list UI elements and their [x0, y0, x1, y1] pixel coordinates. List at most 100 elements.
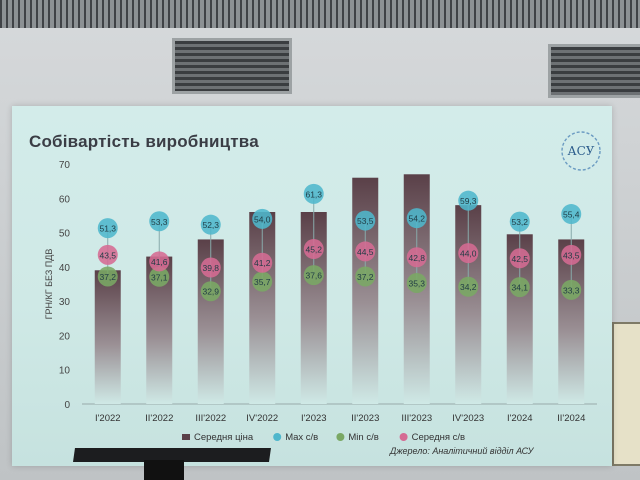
- data-label: 34,2: [460, 282, 477, 292]
- logo-text: АСУ: [567, 144, 595, 158]
- dot-середня-с-в: [303, 239, 324, 260]
- x-tick-label: II'2023: [351, 413, 379, 424]
- data-label: 37,2: [99, 272, 116, 282]
- legend-marker: [273, 433, 282, 441]
- dot-min-с-в: [406, 272, 427, 293]
- data-label: 44,0: [460, 249, 477, 259]
- dot-середня-с-в: [200, 257, 221, 278]
- lectern-stand: [144, 460, 184, 480]
- data-label: 45,2: [305, 245, 322, 255]
- y-tick-label: 0: [64, 400, 70, 411]
- data-label: 54,0: [254, 214, 271, 224]
- y-tick-label: 60: [59, 194, 71, 205]
- data-label: 54,2: [408, 214, 425, 224]
- y-tick-label: 20: [59, 331, 71, 342]
- chart: 0 10 20 30 40 50 60 70 ГРН/КГ БЕЗ ПДВ 51,3 53,3 52,…: [44, 160, 597, 443]
- data-label: 52,3: [202, 220, 219, 230]
- data-label: 41,6: [151, 257, 168, 267]
- y-axis-label: ГРН/КГ БЕЗ ПДВ: [44, 249, 54, 320]
- dot-середня-с-в: [252, 252, 273, 273]
- slide-title: Собівартість виробництва: [29, 132, 259, 151]
- y-tick-label: 10: [59, 366, 71, 377]
- data-label: 51,3: [99, 224, 116, 234]
- asu-logo-icon: [561, 131, 601, 171]
- dot-min-с-в: [303, 265, 324, 286]
- data-label: 55,4: [563, 210, 580, 220]
- legend-marker: [336, 433, 345, 441]
- dot-min-с-в: [561, 279, 582, 300]
- dot-середня-с-в: [355, 241, 376, 262]
- data-label: 61,3: [305, 189, 322, 199]
- y-tick-label: 30: [59, 297, 71, 308]
- data-label: 33,3: [563, 285, 580, 295]
- x-tick-label: III'2022: [195, 413, 226, 424]
- bar-average-price: [94, 270, 121, 404]
- data-label: 43,5: [563, 250, 580, 260]
- x-tick-label: I'2024: [507, 413, 533, 424]
- dot-max-с-в: [561, 204, 582, 225]
- dot-min-с-в: [509, 277, 530, 298]
- data-label: 42,5: [511, 254, 528, 264]
- x-tick-label: II'2022: [145, 413, 173, 424]
- air-vent-right: [548, 44, 640, 98]
- data-label: 41,2: [254, 258, 271, 268]
- data-label: 42,8: [408, 253, 425, 263]
- dot-max-с-в: [458, 190, 479, 211]
- data-label: 37,1: [151, 272, 168, 282]
- dot-середня-с-в: [509, 248, 530, 269]
- source-note: Джерело: Аналітичний відділ АСУ: [390, 446, 534, 456]
- x-tick-label: II'2024: [557, 413, 585, 424]
- x-tick-label: IV'2023: [452, 413, 484, 424]
- data-label: 43,5: [99, 250, 116, 260]
- data-label: 35,3: [408, 278, 425, 288]
- dot-max-с-в: [406, 208, 427, 229]
- y-tick-label: 50: [59, 229, 71, 240]
- dot-min-с-в: [355, 266, 376, 287]
- legend-label: Max с/в: [285, 432, 318, 443]
- dot-max-с-в: [303, 183, 324, 204]
- data-label: 35,7: [254, 277, 271, 287]
- data-label: 37,2: [357, 272, 374, 282]
- data-label: 59,3: [460, 196, 477, 206]
- dot-max-с-в: [200, 214, 221, 235]
- dot-середня-с-в: [149, 251, 170, 272]
- data-label: 44,5: [357, 247, 374, 257]
- y-tick-label: 40: [59, 263, 71, 274]
- x-tick-label: IV'2022: [246, 413, 278, 424]
- x-tick-label: I'2022: [95, 413, 121, 424]
- data-label: 39,8: [202, 263, 219, 273]
- x-tick-label: I'2023: [301, 413, 327, 424]
- dot-min-с-в: [200, 281, 221, 302]
- dot-min-с-в: [97, 266, 118, 287]
- dot-середня-с-в: [97, 244, 118, 265]
- data-label: 53,3: [151, 217, 168, 227]
- x-tick-label: III'2023: [401, 413, 432, 424]
- data-label: 53,5: [357, 216, 374, 226]
- dot-min-с-в: [458, 276, 479, 297]
- ceiling: [0, 0, 640, 28]
- legend-label: Середня ціна: [194, 432, 254, 443]
- presentation-slide: Собівартість виробництва АСУ 0 10 20 30 40 50…: [12, 106, 612, 466]
- asu-logo: АСУ: [560, 130, 602, 172]
- dot-max-с-в: [97, 218, 118, 239]
- notice-board: [612, 322, 640, 466]
- dot-середня-с-в: [458, 243, 479, 264]
- data-label: 53,2: [511, 217, 528, 227]
- y-tick-label: 70: [59, 160, 71, 171]
- dot-max-с-в: [509, 211, 530, 232]
- dot-max-с-в: [149, 211, 170, 232]
- dot-min-с-в: [149, 266, 170, 287]
- legend-marker: [182, 434, 190, 440]
- legend-label: Min с/в: [348, 432, 378, 443]
- data-label: 34,1: [511, 283, 528, 293]
- legend-label: Середня с/в: [412, 432, 466, 443]
- dot-середня-с-в: [561, 244, 582, 265]
- data-label: 37,6: [305, 271, 322, 281]
- dot-середня-с-в: [406, 247, 427, 268]
- data-label: 32,9: [202, 287, 219, 297]
- air-vent-left: [172, 38, 292, 94]
- dot-min-с-в: [252, 271, 273, 292]
- dot-max-с-в: [252, 208, 273, 229]
- dot-max-с-в: [355, 210, 376, 231]
- legend-marker: [399, 433, 408, 441]
